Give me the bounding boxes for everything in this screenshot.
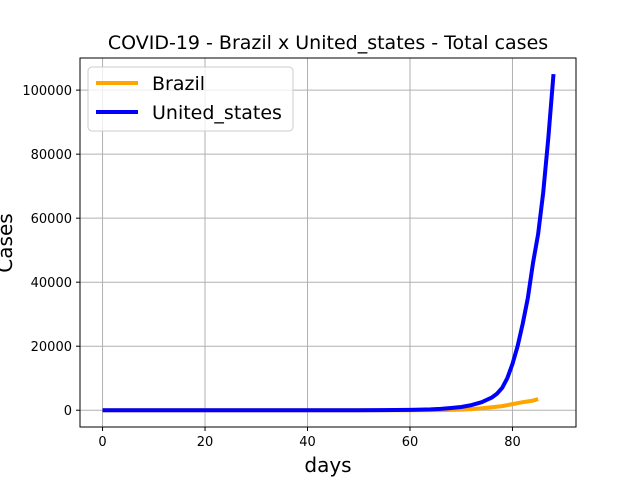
legend-label-united-states: United_states [152,102,282,124]
y-tick-label: 0 [64,404,72,419]
legend-box [87,66,294,132]
y-tick-label: 20000 [31,340,72,355]
y-tick-label: 100000 [22,84,72,99]
x-tick-label: 80 [504,435,521,450]
x-axis-label: days [304,453,351,477]
chart-title: COVID-19 - Brazil x United_states - Tota… [108,32,548,54]
series-line-united-states [102,73,556,413]
x-tick-label: 0 [98,435,106,450]
x-tick-label: 60 [402,435,419,450]
y-tick-label: 80000 [31,148,72,163]
y-tick-label: 60000 [31,212,72,227]
grid [80,58,576,427]
series-lines [102,73,556,413]
x-tick-label: 40 [299,435,316,450]
y-tick-label: 40000 [31,276,72,291]
y-axis-label: Cases [0,213,17,272]
legend: Brazil United_states [87,66,294,132]
legend-label-brazil: Brazil [152,73,205,95]
axis-ticks: 0 20 40 60 80 0 20000 40000 60000 80000 100000 [22,84,520,450]
plot-frame [79,57,577,428]
x-tick-label: 20 [197,435,214,450]
